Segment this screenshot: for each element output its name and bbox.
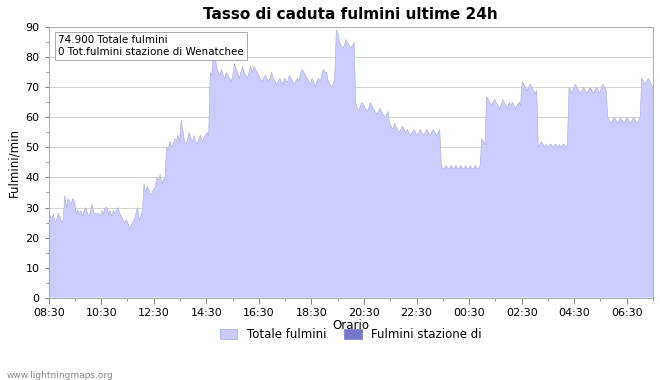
Text: 74.900 Totale fulmini
0 Tot.fulmini stazione di Wenatchee: 74.900 Totale fulmini 0 Tot.fulmini staz… (57, 35, 244, 57)
X-axis label: Orario: Orario (333, 320, 370, 332)
Legend: Totale fulmini, Fulmini stazione di: Totale fulmini, Fulmini stazione di (215, 323, 486, 346)
Y-axis label: Fulmini/min: Fulmini/min (7, 128, 20, 197)
Text: www.lightningmaps.org: www.lightningmaps.org (7, 371, 114, 380)
Title: Tasso di caduta fulmini ultime 24h: Tasso di caduta fulmini ultime 24h (203, 7, 498, 22)
